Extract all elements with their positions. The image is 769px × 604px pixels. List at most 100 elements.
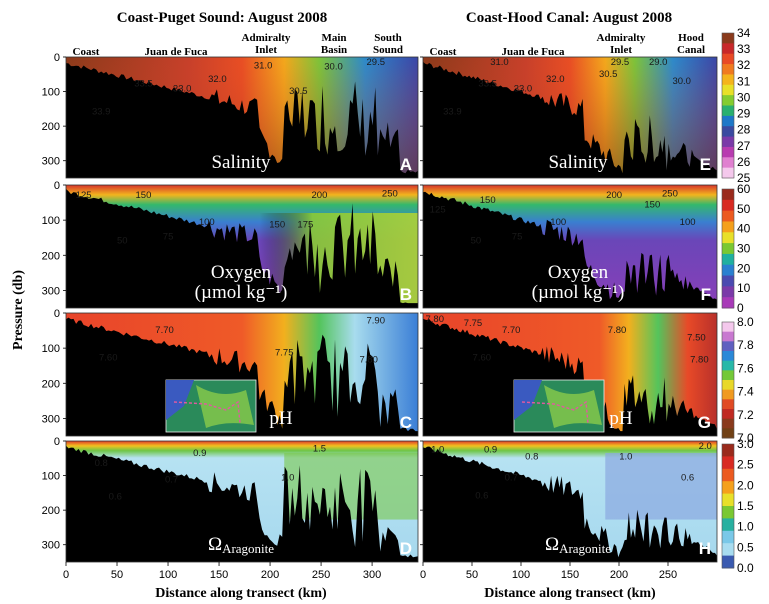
contour-label: 0.9 [193, 448, 206, 459]
contour-label: 29.0 [649, 57, 668, 68]
contour-label: 50 [471, 235, 482, 246]
colorbar-swatch [722, 146, 734, 158]
x-tick-label: 250 [312, 569, 330, 581]
contour-label: 29.5 [611, 57, 630, 68]
colorbar-swatch [722, 370, 734, 381]
inset-map [513, 379, 605, 433]
region-label: Admiralty [597, 32, 646, 44]
x-tick-label: 250 [659, 569, 677, 581]
region-label: Main [321, 32, 346, 44]
variable-label: Salinity [211, 152, 271, 173]
panel-frame [65, 184, 419, 309]
contour-label: 30.0 [324, 62, 343, 73]
colorbar-swatch [722, 84, 734, 96]
x-tick-label: 300 [363, 569, 381, 581]
colorbar-tick-label: 7.0 [737, 431, 754, 445]
x-tick-label: 50 [111, 569, 123, 581]
contour-label: 7.70 [502, 325, 521, 336]
colorbar-swatch [722, 543, 734, 557]
region-label: South [374, 32, 402, 44]
contour-label: 0.7 [165, 475, 178, 486]
panel-letter: H [699, 539, 711, 558]
panel-field-patch [605, 453, 717, 520]
panel-letter: D [400, 539, 412, 558]
panel-letter: A [400, 155, 412, 174]
region-label: Inlet [610, 44, 632, 56]
contour-label: 150 [480, 195, 496, 206]
colorbar-tick-label: 7.2 [737, 408, 754, 422]
contour-label: 33.9 [443, 106, 462, 117]
colorbar-frame [721, 321, 735, 439]
panel-frame [422, 184, 718, 309]
variable-subscript: Aragonite [222, 541, 274, 556]
contour-label: 2.0 [699, 441, 712, 452]
contour-label: 33.0 [514, 83, 533, 94]
y-axis-title: Pressure (db) [11, 270, 26, 350]
variable-unit: (µmol kg⁻¹) [195, 282, 288, 303]
contour-label: 0.6 [475, 490, 488, 501]
colorbar-tick-label: 1.0 [737, 520, 754, 534]
y-tick-label: 300 [42, 156, 60, 168]
colorbar-swatch [722, 243, 734, 255]
x-tick-label: 200 [261, 569, 279, 581]
contour-label: 33.9 [92, 106, 111, 117]
contour-label: 0.7 [505, 472, 518, 483]
column-title: Coast-Hood Canal: August 2008 [466, 10, 672, 26]
colorbar-swatch [722, 189, 734, 201]
contour-label: 7.60 [99, 352, 118, 363]
colorbar-swatch [722, 506, 734, 519]
y-tick-label: 100 [42, 87, 60, 99]
region-label: Coast [430, 46, 457, 58]
colorbar-swatch [722, 232, 734, 244]
colorbar-swatch [722, 360, 734, 371]
colorbar-swatch [722, 399, 734, 410]
contour-label: 125 [430, 205, 446, 216]
colorbar-tick-label: 2.0 [737, 478, 754, 492]
region-label: Admiralty [242, 32, 291, 44]
colorbar-tick-label: 31 [737, 74, 751, 88]
panel-letter: F [701, 285, 711, 304]
colorbar-frame [721, 188, 735, 309]
inset-map [165, 379, 257, 433]
colorbar-swatch [722, 136, 734, 148]
y-tick-label: 200 [42, 250, 60, 262]
x-axis-title: Distance along transect (km) [155, 586, 327, 601]
panel-h [422, 440, 718, 563]
variable-label: pH [609, 408, 633, 429]
contour-label: 29.5 [367, 57, 386, 68]
bathymetry [66, 63, 418, 178]
contour-label: 175 [297, 219, 313, 230]
region-label: Juan de Fuca [502, 46, 565, 58]
y-tick-label: 100 [42, 343, 60, 355]
colorbar-swatch [722, 444, 734, 457]
panel-frame [65, 56, 419, 179]
contour-label: 100 [550, 217, 566, 228]
bathymetry [66, 317, 418, 436]
panel-field-patch [284, 453, 418, 520]
variable-label: Salinity [548, 152, 608, 173]
colorbar-swatch [722, 64, 734, 75]
region-label: Hood [678, 32, 704, 44]
colorbar-tick-label: 20 [737, 261, 751, 275]
bathymetry [423, 61, 717, 179]
y-tick-label: 0 [54, 180, 60, 192]
inset-map-transect [173, 400, 241, 425]
colorbar-swatch [722, 493, 734, 507]
colorbar-tick-label: 34 [737, 26, 751, 40]
variable-label: pH [269, 408, 293, 429]
x-tick-label: 100 [159, 569, 177, 581]
colorbar-swatch [722, 297, 734, 309]
colorbar-tick-label: 3.0 [737, 437, 754, 451]
variable-label: Oxygen [548, 262, 609, 283]
contour-label: 31.0 [490, 57, 509, 68]
x-tick-label: 0 [420, 569, 426, 581]
colorbar-tick-label: 28 [737, 123, 751, 137]
colorbar-swatch [722, 167, 734, 179]
colorbar-frame [721, 443, 735, 569]
colorbar-swatch [722, 105, 734, 117]
colorbar-swatch [722, 115, 734, 127]
region-label: Coast [73, 46, 100, 58]
y-tick-label: 200 [42, 505, 60, 517]
y-tick-label: 100 [42, 471, 60, 483]
